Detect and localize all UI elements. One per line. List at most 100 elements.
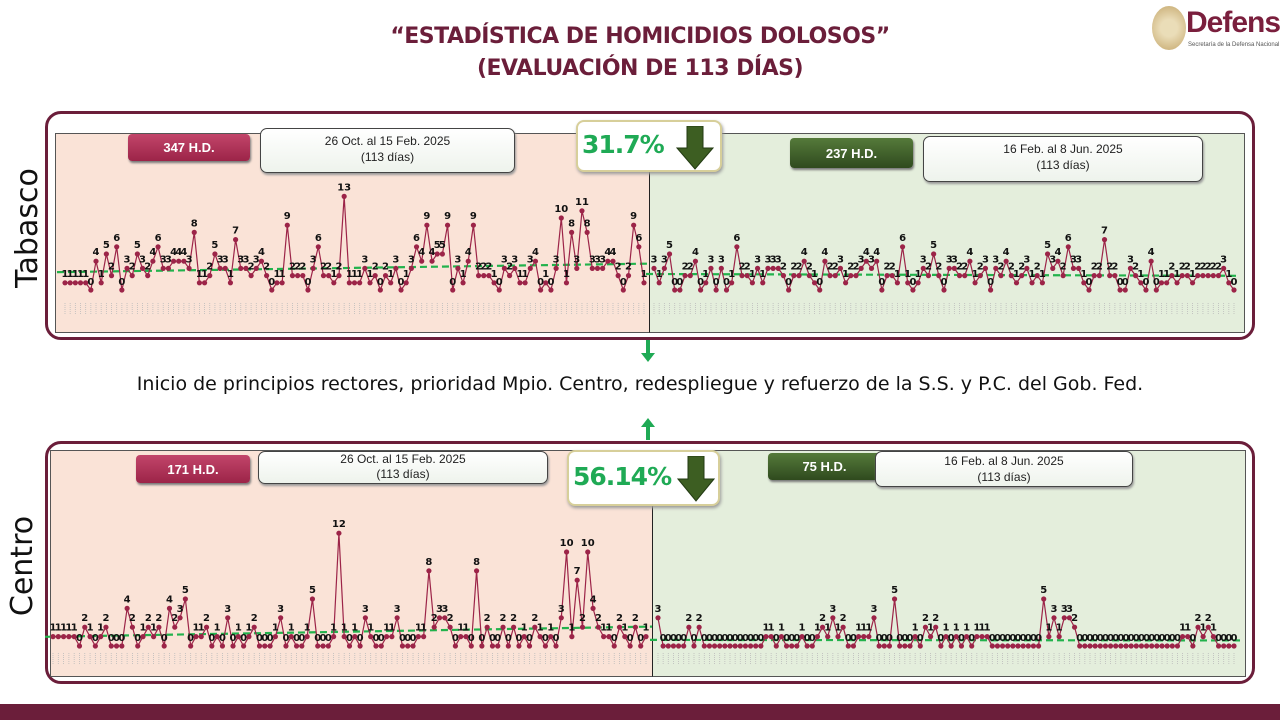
data-label: 1	[460, 269, 467, 280]
data-label: 0	[706, 633, 713, 644]
data-label: 8	[584, 218, 591, 229]
data-point	[421, 634, 427, 640]
data-label: 8	[425, 557, 432, 568]
data-point	[82, 624, 88, 630]
data-point	[1189, 280, 1196, 286]
data-point	[1210, 273, 1216, 279]
data-point	[486, 273, 492, 279]
data-point	[517, 280, 523, 286]
data-label: 3	[361, 254, 368, 265]
data-point	[858, 265, 864, 271]
data-label: 2	[289, 262, 296, 273]
data-label: 0	[1189, 633, 1196, 644]
data-label: 1	[605, 623, 612, 634]
data-label: 0	[230, 633, 237, 644]
data-point	[1066, 615, 1073, 621]
data-point	[569, 634, 575, 640]
data-label: 1	[563, 269, 570, 280]
data-label: 1	[388, 623, 395, 634]
data-label: 2	[932, 613, 939, 624]
data-label: 0	[675, 633, 682, 644]
data-point	[768, 634, 774, 640]
data-point	[989, 643, 995, 649]
data-label: 1	[60, 623, 67, 634]
data-label: 2	[806, 262, 813, 273]
data-point	[672, 287, 678, 293]
data-label: 3	[920, 254, 927, 265]
data-point	[181, 258, 187, 264]
data-point	[907, 643, 913, 649]
tabasco-change-value: 31.7%	[582, 130, 665, 159]
data-label: 0	[1174, 633, 1181, 644]
data-label: 3	[408, 254, 415, 265]
data-point	[150, 258, 156, 264]
data-point	[643, 634, 649, 640]
data-label: 3	[868, 254, 875, 265]
data-point	[150, 634, 157, 640]
data-label: 2	[531, 613, 538, 624]
data-label: 0	[1148, 633, 1155, 644]
data-point	[1226, 280, 1232, 286]
data-point	[993, 265, 999, 271]
data-label: 0	[723, 277, 730, 288]
data-point	[760, 280, 766, 286]
data-point	[378, 643, 384, 649]
data-label: 1	[927, 623, 934, 634]
data-label: 1	[759, 269, 766, 280]
data-point	[1118, 643, 1124, 649]
data-label: 0	[478, 633, 485, 644]
data-point	[542, 643, 549, 649]
data-label: 5	[434, 240, 441, 251]
data-label: 0	[896, 633, 903, 644]
data-point	[951, 265, 957, 271]
data-label: 5	[439, 240, 446, 251]
data-label: 1	[50, 623, 57, 634]
down-arrow-icon	[677, 456, 715, 502]
data-label: 5	[309, 585, 316, 596]
data-point	[917, 643, 923, 649]
data-label: 1	[330, 623, 337, 634]
data-point	[326, 273, 332, 279]
data-label: 12	[332, 519, 346, 530]
data-label: 0	[1087, 633, 1094, 644]
data-point	[1102, 643, 1109, 649]
data-point	[946, 265, 952, 271]
data-label: 2	[1205, 262, 1212, 273]
data-point	[373, 643, 379, 649]
data-label: 1	[860, 623, 867, 634]
data-point	[1050, 265, 1056, 271]
data-label: 3	[165, 254, 172, 265]
data-label: 2	[102, 613, 109, 624]
data-point	[351, 280, 358, 286]
data-point	[352, 634, 358, 640]
data-label: 2	[1205, 613, 1212, 624]
data-label: 0	[711, 633, 718, 644]
data-label: 3	[1061, 604, 1068, 615]
data-label: 6	[635, 233, 642, 244]
data-label: 2	[251, 613, 258, 624]
data-point	[145, 624, 151, 630]
data-point	[243, 265, 249, 271]
data-point	[103, 624, 109, 630]
data-label: 1	[894, 269, 901, 280]
data-label: 3	[1075, 254, 1082, 265]
data-point	[1107, 273, 1113, 279]
data-point	[315, 643, 321, 649]
data-label: 3	[186, 254, 193, 265]
data-label: 0	[118, 277, 125, 288]
data-label: 1	[824, 623, 831, 634]
data-point	[289, 273, 296, 279]
data-point	[98, 280, 104, 286]
data-point	[512, 265, 518, 271]
data-label: 2	[1008, 262, 1015, 273]
data-point	[272, 634, 278, 640]
data-label: 4	[863, 247, 870, 258]
trend-line	[44, 625, 653, 638]
data-point	[1205, 624, 1211, 630]
data-label: 2	[1199, 262, 1206, 273]
data-point	[886, 643, 893, 649]
data-label: 1	[71, 623, 78, 634]
tabasco-after-period: 16 Feb. al 8 Jun. 2025 (113 días)	[923, 136, 1203, 182]
data-label: 0	[118, 633, 125, 644]
